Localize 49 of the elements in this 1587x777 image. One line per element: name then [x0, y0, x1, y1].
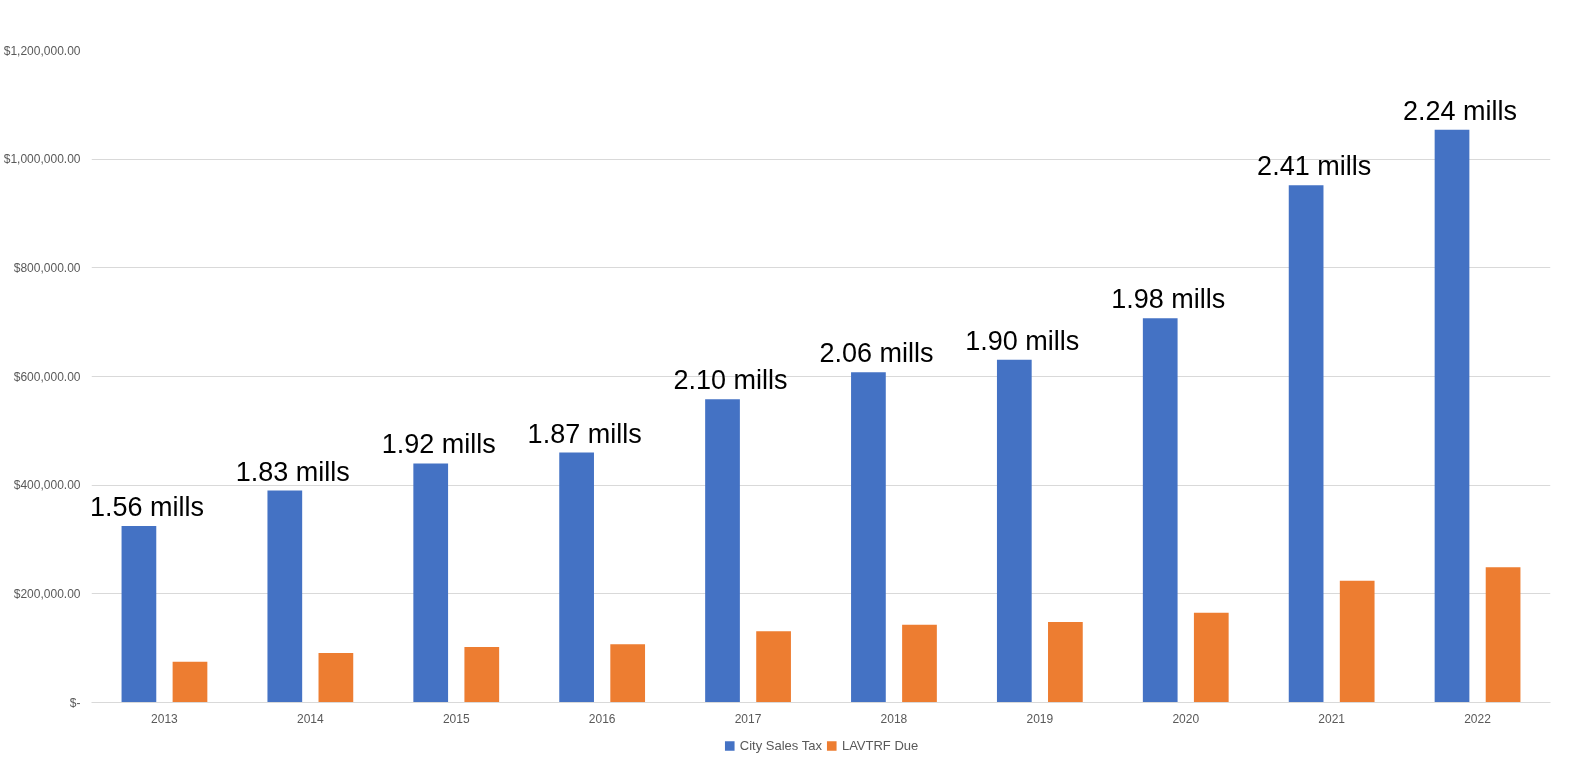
annotation: 1.90 mills — [965, 325, 1080, 356]
y-tick-label: $400,000.00 — [13, 478, 81, 493]
bar — [756, 631, 791, 703]
legend-label: LAVTRF Due — [841, 737, 919, 753]
y-tick-label: $600,000.00 — [13, 369, 81, 384]
bar — [1339, 580, 1375, 703]
y-tick-label: $1,000,000.00 — [3, 152, 81, 167]
x-tick-label: 2019 — [1026, 711, 1054, 726]
x-tick-label: 2017 — [734, 711, 762, 726]
y-tick-label: $1,200,000.00 — [3, 43, 81, 58]
x-tick-label: 2015 — [442, 711, 470, 726]
bar — [1142, 318, 1178, 703]
x-tick-label: 2022 — [1464, 711, 1492, 726]
annotation: 1.98 mills — [1111, 284, 1226, 315]
bar — [1434, 129, 1470, 703]
y-tick-label: $800,000.00 — [13, 260, 81, 275]
bar — [1288, 185, 1324, 703]
bar — [610, 644, 646, 703]
annotation: 2.41 mills — [1257, 151, 1372, 182]
bar — [996, 359, 1032, 703]
bar — [902, 624, 937, 703]
x-tick-label: 2016 — [588, 711, 616, 726]
bar — [1193, 612, 1229, 703]
bar — [559, 452, 594, 703]
legend-label: City Sales Tax — [739, 737, 822, 753]
bar — [121, 525, 157, 703]
annotation: 1.56 mills — [89, 491, 204, 522]
bar — [1048, 622, 1083, 703]
annotation: 1.92 mills — [381, 429, 496, 460]
bar — [851, 372, 886, 703]
bar — [464, 647, 500, 703]
x-tick-label: 2021 — [1318, 711, 1346, 726]
bar — [172, 661, 208, 703]
annotation: 2.24 mills — [1403, 95, 1518, 126]
x-tick-label: 2014 — [297, 711, 325, 726]
bar — [1485, 567, 1521, 703]
bar — [413, 463, 449, 703]
y-tick-label: $- — [69, 695, 81, 710]
annotation: 2.10 mills — [673, 365, 788, 396]
y-tick-label: $200,000.00 — [13, 586, 81, 601]
x-tick-label: 2013 — [151, 711, 179, 726]
bar — [267, 490, 303, 703]
bar — [318, 653, 354, 703]
x-tick-label: 2018 — [880, 711, 908, 726]
bar — [705, 399, 740, 703]
annotation: 1.87 mills — [527, 418, 642, 449]
annotation: 1.83 mills — [235, 456, 350, 487]
x-tick-label: 2020 — [1172, 711, 1200, 726]
annotation: 2.06 mills — [819, 338, 934, 369]
